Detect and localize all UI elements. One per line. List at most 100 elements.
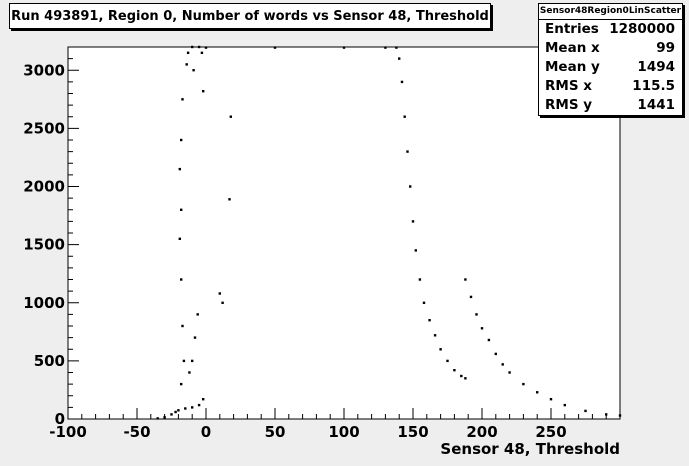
scatter-point	[411, 220, 415, 223]
scatter-point	[522, 382, 525, 386]
stats-value: 115.5	[632, 78, 675, 94]
x-tick-label: 50	[265, 423, 286, 441]
scatter-point	[182, 359, 186, 363]
scatter-point	[156, 417, 159, 420]
stats-row-entries: Entries 1280000	[539, 20, 682, 39]
scatter-point	[229, 115, 232, 118]
scatter-point	[422, 301, 426, 304]
scatter-points	[156, 45, 622, 420]
x-tick-label: 200	[466, 423, 497, 441]
scatter-point	[191, 45, 194, 49]
scatter-point	[342, 46, 346, 49]
scatter-point	[403, 115, 406, 118]
scatter-point	[197, 403, 201, 407]
scatter-point	[218, 292, 221, 295]
scatter-point	[418, 278, 422, 281]
scatter-point	[400, 80, 404, 84]
chart-title: Run 493891, Region 0, Number of words vs…	[9, 3, 491, 29]
scatter-point	[487, 338, 491, 342]
scatter-point	[177, 409, 180, 412]
scatter-point	[178, 167, 181, 171]
scatter-point	[439, 348, 442, 351]
scatter-point	[469, 295, 473, 299]
x-axis: -100 -50 0 50 100 150 200 250	[49, 408, 621, 441]
scatter-point	[273, 46, 277, 49]
x-axis-title: Sensor 48, Threshold	[440, 440, 620, 458]
scatter-point	[433, 334, 437, 337]
scatter-point	[428, 319, 431, 322]
scatter-point	[480, 327, 484, 330]
stats-value: 1441	[637, 97, 675, 113]
scatter-point	[185, 63, 188, 66]
y-tick-label: 3000	[23, 61, 65, 79]
plot-frame	[67, 46, 621, 420]
x-tick-label: -100	[49, 423, 87, 441]
scatter-point	[398, 57, 401, 60]
stats-name: Sensor48Region0LinScatter	[539, 4, 682, 20]
scatter-point	[384, 46, 387, 49]
stats-label: Mean x	[545, 40, 600, 56]
stats-value: 1280000	[609, 21, 675, 37]
scatter-point	[549, 398, 553, 401]
scatter-point	[446, 359, 449, 363]
scatter-point	[536, 391, 539, 394]
stats-row-rms-y: RMS y 1441	[539, 96, 682, 115]
scatter-point	[184, 407, 187, 410]
y-tick-label: 2000	[23, 178, 65, 196]
y-tick-label: 1500	[23, 236, 65, 254]
scatter-point	[464, 377, 467, 380]
scatter-point	[197, 45, 201, 49]
stats-box: Sensor48Region0LinScatter Entries 128000…	[538, 3, 683, 116]
stats-label: RMS x	[545, 78, 592, 94]
scatter-point	[494, 352, 497, 356]
scatter-point	[196, 313, 199, 316]
scatter-point	[563, 403, 566, 407]
y-axis: 0 500 1000 1500 2000 2500 3000	[23, 46, 79, 428]
scatter-point	[501, 363, 504, 366]
scatter-point	[406, 150, 409, 153]
scatter-point	[464, 278, 467, 281]
scatter-point	[180, 138, 183, 142]
x-tick-label: 250	[535, 423, 566, 441]
x-tick-label: -50	[123, 423, 150, 441]
scatter-point	[191, 359, 194, 363]
x-tick-label: 0	[201, 423, 211, 441]
y-tick-label: 0	[55, 410, 65, 428]
stats-row-mean-x: Mean x 99	[539, 39, 682, 58]
stats-label: RMS y	[545, 97, 593, 113]
scatter-point	[228, 198, 231, 201]
scatter-point	[414, 249, 417, 252]
scatter-point	[200, 51, 204, 54]
stats-value: 1494	[637, 59, 675, 75]
scatter-point	[202, 398, 205, 401]
stats-label: Mean y	[545, 59, 600, 75]
scatter-point	[170, 413, 173, 416]
scatter-point	[181, 98, 184, 101]
scatter-point	[174, 410, 177, 414]
scatter-point	[180, 278, 183, 281]
stats-row-rms-x: RMS x 115.5	[539, 77, 682, 96]
scatter-point	[180, 208, 183, 211]
x-tick-label: 150	[397, 423, 428, 441]
scatter-point	[395, 46, 398, 49]
scatter-point	[180, 382, 183, 386]
scatter-point	[409, 185, 412, 188]
stats-row-mean-y: Mean y 1494	[539, 58, 682, 77]
scatter-point	[188, 371, 191, 374]
y-tick-label: 2500	[23, 119, 65, 137]
scatter-point	[204, 46, 208, 49]
scatter-point	[191, 406, 194, 409]
scatter-point	[584, 409, 587, 413]
scatter-point	[178, 237, 181, 240]
scatter-point	[453, 369, 456, 372]
scatter-point	[508, 371, 511, 374]
scatter-point	[475, 313, 478, 316]
scatter-point	[193, 336, 197, 339]
stats-value: 99	[656, 40, 675, 56]
stats-label: Entries	[545, 21, 599, 37]
scatter-point	[192, 69, 195, 72]
y-tick-label: 1000	[23, 294, 65, 312]
scatter-point	[221, 301, 224, 304]
scatter-point	[186, 51, 190, 54]
